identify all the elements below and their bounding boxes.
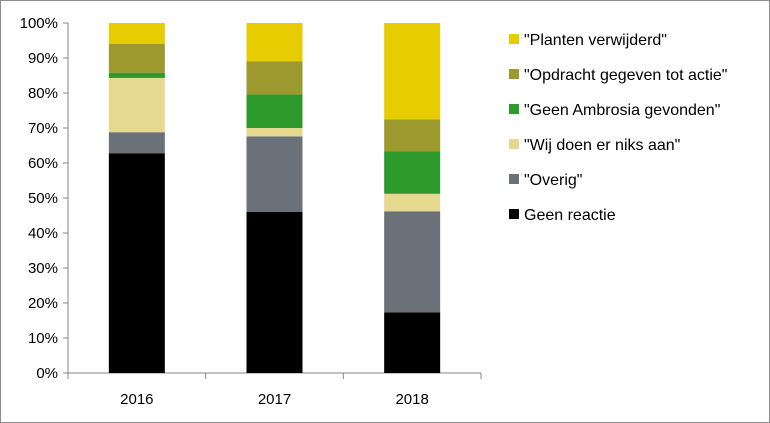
bar-segment — [246, 61, 303, 95]
bar-segment — [384, 211, 441, 313]
bar-segment — [108, 153, 165, 373]
x-axis: 2016 2017 2018 — [67, 372, 482, 408]
legend-entry: "Wij doen er niks aan" — [524, 137, 680, 154]
legend-swatch — [509, 209, 519, 219]
legend-entry: "Geen Ambrosia gevonden" — [524, 102, 720, 119]
y-tick-label: 20% — [28, 295, 58, 312]
y-tick-label: 80% — [28, 85, 58, 102]
bar-segment — [384, 312, 441, 373]
bar-segment — [246, 136, 303, 212]
y-tick-label: 30% — [28, 260, 58, 277]
legend-entry: "Overig" — [524, 172, 582, 189]
bar-segment — [108, 44, 165, 73]
bar-segment — [246, 212, 303, 373]
bar-segment — [246, 128, 303, 137]
legend-entry: "Opdracht gegeven tot actie" — [524, 67, 727, 84]
bar-segment — [384, 193, 441, 212]
legend-swatch — [509, 104, 519, 114]
bar-segment — [384, 23, 441, 120]
bar-segment — [108, 72, 165, 78]
legend-entry: Geen reactie — [524, 207, 616, 224]
legend-swatch — [509, 174, 519, 184]
y-tick-label: 0% — [36, 365, 58, 382]
legend-entry: "Planten verwijderd" — [524, 32, 667, 49]
bar-segment — [246, 94, 303, 128]
bar-segment — [384, 119, 441, 152]
legend: "Planten verwijderd" "Opdracht gegeven to… — [509, 32, 727, 224]
y-axis: 0% 10% 20% 30% 40% 50% 60% 70% 80% 90% 100% — [20, 15, 69, 382]
y-tick-label: 90% — [28, 50, 58, 67]
bar-segment — [108, 132, 165, 154]
bar-segment — [108, 23, 165, 44]
y-tick-label: 10% — [28, 330, 58, 347]
bar-segment — [246, 23, 303, 62]
x-tick-label: 2018 — [395, 391, 428, 408]
legend-swatch — [509, 139, 519, 149]
y-tick-label: 50% — [28, 190, 58, 207]
bar-segment — [108, 77, 165, 133]
y-tick-label: 40% — [28, 225, 58, 242]
x-tick-label: 2017 — [258, 391, 291, 408]
legend-swatch — [509, 69, 519, 79]
x-tick-label: 2016 — [120, 391, 153, 408]
bar-segment — [384, 151, 441, 194]
bars — [108, 23, 441, 373]
legend-swatch — [509, 34, 519, 44]
y-tick-label: 100% — [20, 15, 58, 32]
y-tick-label: 70% — [28, 120, 58, 137]
y-tick-label: 60% — [28, 155, 58, 172]
